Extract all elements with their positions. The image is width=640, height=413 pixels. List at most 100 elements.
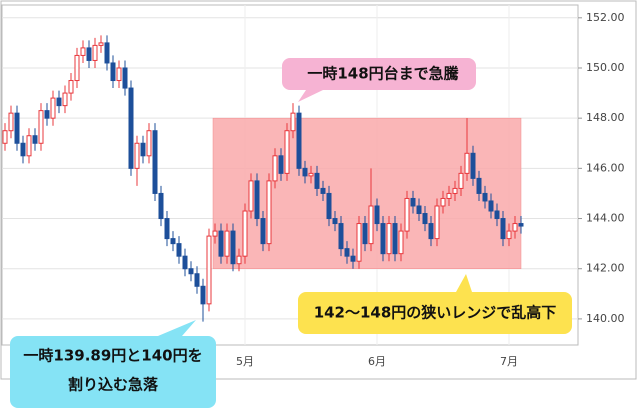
candle-body [68,80,74,94]
candle-body [350,255,356,262]
y-tick-label: 140.00 [586,312,625,325]
callout-text: 割り込む急落 [68,376,159,394]
candle-body [92,44,98,61]
candle-body [404,197,410,232]
candle-body [206,235,212,305]
candle-body [458,172,464,189]
candle-body [326,192,332,220]
candle-body [302,167,308,177]
x-tick-label: 7月 [500,355,518,368]
candle-body [236,255,242,265]
candle-body [182,255,188,270]
candle-body [56,97,62,107]
candle-body [386,223,392,255]
candle-body [344,248,350,257]
candle-body [500,218,506,240]
candle-body [134,142,140,169]
y-tick-label: 152.00 [586,11,625,24]
candle-body [194,273,200,287]
candle-body [158,192,164,220]
y-tick-label: 150.00 [586,61,625,74]
candle-body [452,187,458,194]
candle-body [518,223,524,227]
candle-body [416,205,422,215]
x-tick-label: 5月 [236,355,254,368]
candle-body [230,230,236,265]
candle-body [356,223,362,262]
callout-bubble [10,320,216,408]
candle-body [266,180,272,245]
candle-body [8,112,14,132]
candle-body [332,218,338,225]
candle-body [422,213,428,225]
candle-body [74,54,80,82]
callout-bubble [282,58,476,102]
candle-body [398,230,404,255]
candle-body [32,135,38,144]
candle-body [482,192,488,202]
candle-body [14,112,20,144]
candle-body [512,223,518,232]
candle-body [140,142,146,157]
candle-body [218,230,224,257]
candle-body [152,130,158,194]
candle-body [434,205,440,240]
plot-area [1,4,579,346]
candle-body [98,42,104,46]
candle-body [296,112,302,169]
candle-body [2,130,8,144]
candle-body [320,187,326,194]
candle-body [80,47,86,56]
candle-body [410,197,416,207]
candle-body [494,210,500,220]
candle-body [368,205,374,245]
candle-body [254,180,260,220]
candle-body [62,92,68,107]
x-tick-label: 6月 [368,355,386,368]
candle-body [488,200,494,212]
callout-bubble [298,274,572,334]
candle-body [374,205,380,225]
candle-body [248,180,254,212]
candle-body [392,223,398,255]
candle-body [212,230,218,237]
candle-body [146,130,152,157]
candle-body [104,42,110,64]
candle-body [224,230,230,257]
y-tick-label: 144.00 [586,212,625,225]
candle-body [122,67,128,89]
candle-body [446,192,452,199]
candle-body [470,152,476,179]
candle-body [464,152,470,174]
candle-body [128,87,134,169]
candle-body [188,268,194,275]
candle-body [170,238,176,245]
candle-body [440,197,446,207]
candle-body [308,172,314,177]
candle-body [164,218,170,240]
callout-text: 一時148円台まで急騰 [307,65,459,83]
plot: 140.00 142.00 144.00 146.00 148.00 150.00 152.… [1,4,625,368]
candle-body [86,47,92,61]
candle-body [314,172,320,189]
candle-body [278,155,284,174]
candle-body [20,142,26,157]
candle-body [428,223,434,240]
candle-body [380,223,386,255]
candle-body [176,243,182,257]
candle-body [26,135,32,157]
candle-body [242,210,248,257]
candle-body [284,130,290,174]
candle-body [200,285,206,305]
y-tick-label: 142.00 [586,262,625,275]
candle-body [50,97,56,119]
candle-body [362,223,368,245]
candle-body [116,67,122,82]
candle-body [272,155,278,182]
candle-body [290,112,296,132]
y-tick-label: 146.00 [586,161,625,174]
candle-body [476,177,482,194]
candle-body [506,230,512,240]
candle-body [260,218,266,245]
candle-body [38,110,44,144]
